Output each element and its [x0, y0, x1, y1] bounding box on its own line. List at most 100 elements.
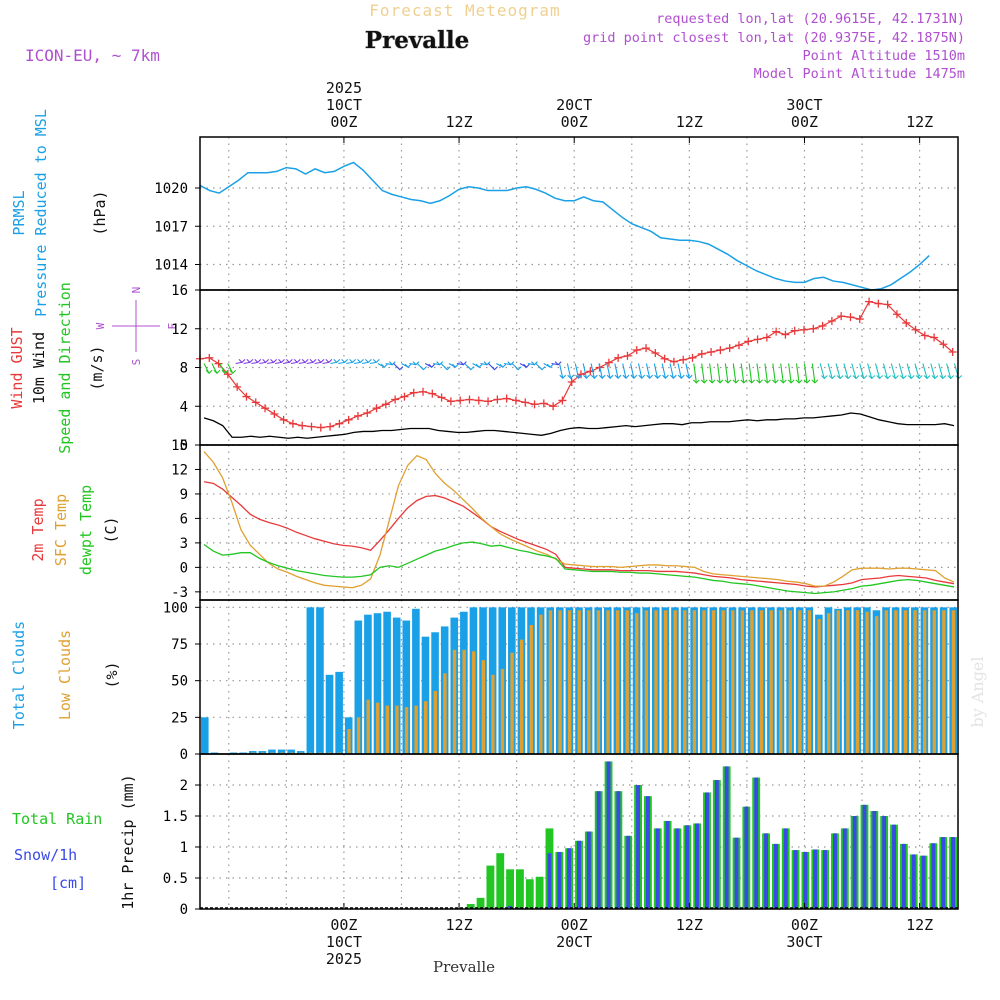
- wind-arrow-head: [884, 375, 891, 380]
- total-cloud-bar: [392, 617, 401, 754]
- pressure-line: [199, 161, 930, 291]
- bottom-time-label: 12Z: [906, 916, 933, 934]
- gust-marker: [567, 378, 576, 387]
- wind-arrow-head: [583, 374, 590, 379]
- wind-arrow: [558, 363, 564, 379]
- y-tick-label: 2: [180, 778, 188, 794]
- rain-bar: [506, 869, 515, 909]
- total-cloud-bar: [335, 671, 343, 754]
- snow-label: Snow/1h: [14, 846, 77, 864]
- wind-arrow-head: [803, 379, 811, 384]
- total-cloud-bar: [316, 607, 324, 754]
- wind-line: [203, 412, 955, 439]
- total-cloud-bar: [325, 674, 334, 754]
- gust-marker: [892, 310, 901, 319]
- wind-arrow-head: [708, 379, 716, 384]
- rain-bar: [525, 879, 534, 909]
- wind-arrow-head: [931, 375, 939, 380]
- gust-marker: [679, 355, 688, 364]
- wind-arrow-head: [349, 359, 356, 364]
- gust-marker: [539, 399, 548, 408]
- snow-bar: [941, 837, 946, 909]
- wind-arrow: [527, 362, 535, 366]
- wind-arrow: [598, 363, 603, 379]
- requested-coords: requested lon,lat (20.9615E, 42.1731N): [656, 11, 965, 27]
- y-tick-label: 15: [171, 438, 188, 454]
- snow-bar: [823, 850, 828, 909]
- wind-arrow: [882, 363, 889, 379]
- wind-arrow-head: [860, 375, 868, 380]
- top-time-label: 12Z: [906, 113, 933, 131]
- wind-arrow: [685, 363, 690, 379]
- gust-marker: [335, 419, 344, 428]
- wind-arrow: [724, 363, 729, 383]
- top-time-label: 10CT: [326, 96, 362, 114]
- gust-marker: [456, 396, 465, 405]
- wind-arrow-head: [491, 366, 498, 371]
- wind-arrow: [859, 363, 865, 379]
- y-tick-label: 25: [171, 710, 188, 726]
- low-cloud-bar: [788, 610, 793, 754]
- wind-arrow: [251, 361, 258, 365]
- wind-arrow: [764, 363, 769, 383]
- low-cloud-bar: [577, 610, 581, 754]
- snow-bar: [892, 824, 896, 909]
- low-cloud-bar: [750, 610, 754, 754]
- low-cloud-bar: [443, 673, 447, 754]
- bottom-time-label: 20CT: [556, 933, 592, 951]
- low-cloud-bar: [798, 610, 802, 754]
- low-cloud-bar: [385, 705, 390, 754]
- bottom-time-label: 12Z: [676, 916, 703, 934]
- compass-w: W: [94, 322, 107, 329]
- model-altitude: Model Point Altitude 1475m: [754, 66, 965, 82]
- total-clouds-label: Total Clouds: [10, 621, 28, 729]
- gust-line: [199, 300, 954, 429]
- wind-arrow-head: [538, 366, 546, 371]
- top-time-label: 12Z: [446, 113, 473, 131]
- wind-arrow: [701, 363, 705, 383]
- wind-arrow-head: [622, 374, 630, 379]
- y-tick-label: 0: [180, 747, 188, 763]
- gust-marker: [251, 398, 260, 407]
- wind-arrow: [653, 363, 659, 379]
- gust-marker: [446, 397, 455, 406]
- wind-arrow: [946, 363, 952, 379]
- wind-arrow: [819, 363, 825, 379]
- wind-arrow-head: [459, 361, 467, 366]
- bottom-time-label: 30CT: [786, 933, 822, 951]
- gust-marker: [288, 419, 297, 428]
- wind-arrow: [385, 362, 393, 366]
- credit-watermark: by Angel: [968, 656, 987, 727]
- gust-marker: [855, 315, 864, 324]
- gust-marker: [353, 411, 362, 420]
- gust-marker: [484, 397, 493, 406]
- wind-arrow: [306, 361, 314, 365]
- low-cloud-bar: [625, 610, 629, 754]
- snow-bar: [911, 854, 916, 909]
- wind-arrow: [504, 362, 511, 366]
- snow-bar: [714, 780, 719, 909]
- snow-bar: [931, 843, 936, 909]
- pressure-label-1: PRMSL: [10, 190, 28, 235]
- gust-marker: [939, 340, 948, 349]
- y-tick-label: 100: [163, 600, 188, 616]
- pressure-unit: (hPa): [91, 190, 109, 235]
- wind-arrow-head: [836, 375, 844, 380]
- snow-bar: [734, 837, 739, 909]
- low-cloud-bar: [472, 651, 476, 754]
- gust-marker: [372, 404, 381, 413]
- top-time-label: 00Z: [561, 113, 588, 131]
- y-tick-label: 1: [180, 840, 188, 856]
- top-time-label: 30CT: [786, 96, 822, 114]
- wind-arrow-head: [923, 375, 931, 380]
- gust-marker: [576, 370, 585, 379]
- gust-marker: [242, 392, 251, 401]
- wind-arrow-head: [388, 361, 396, 366]
- gust-marker: [502, 394, 511, 403]
- low-cloud-bar: [548, 610, 553, 754]
- compass-e: E: [166, 323, 179, 330]
- wind-arrow-head: [811, 379, 819, 384]
- low-cloud-bar: [942, 610, 946, 754]
- gust-marker: [465, 395, 474, 404]
- snow-bar: [862, 804, 867, 909]
